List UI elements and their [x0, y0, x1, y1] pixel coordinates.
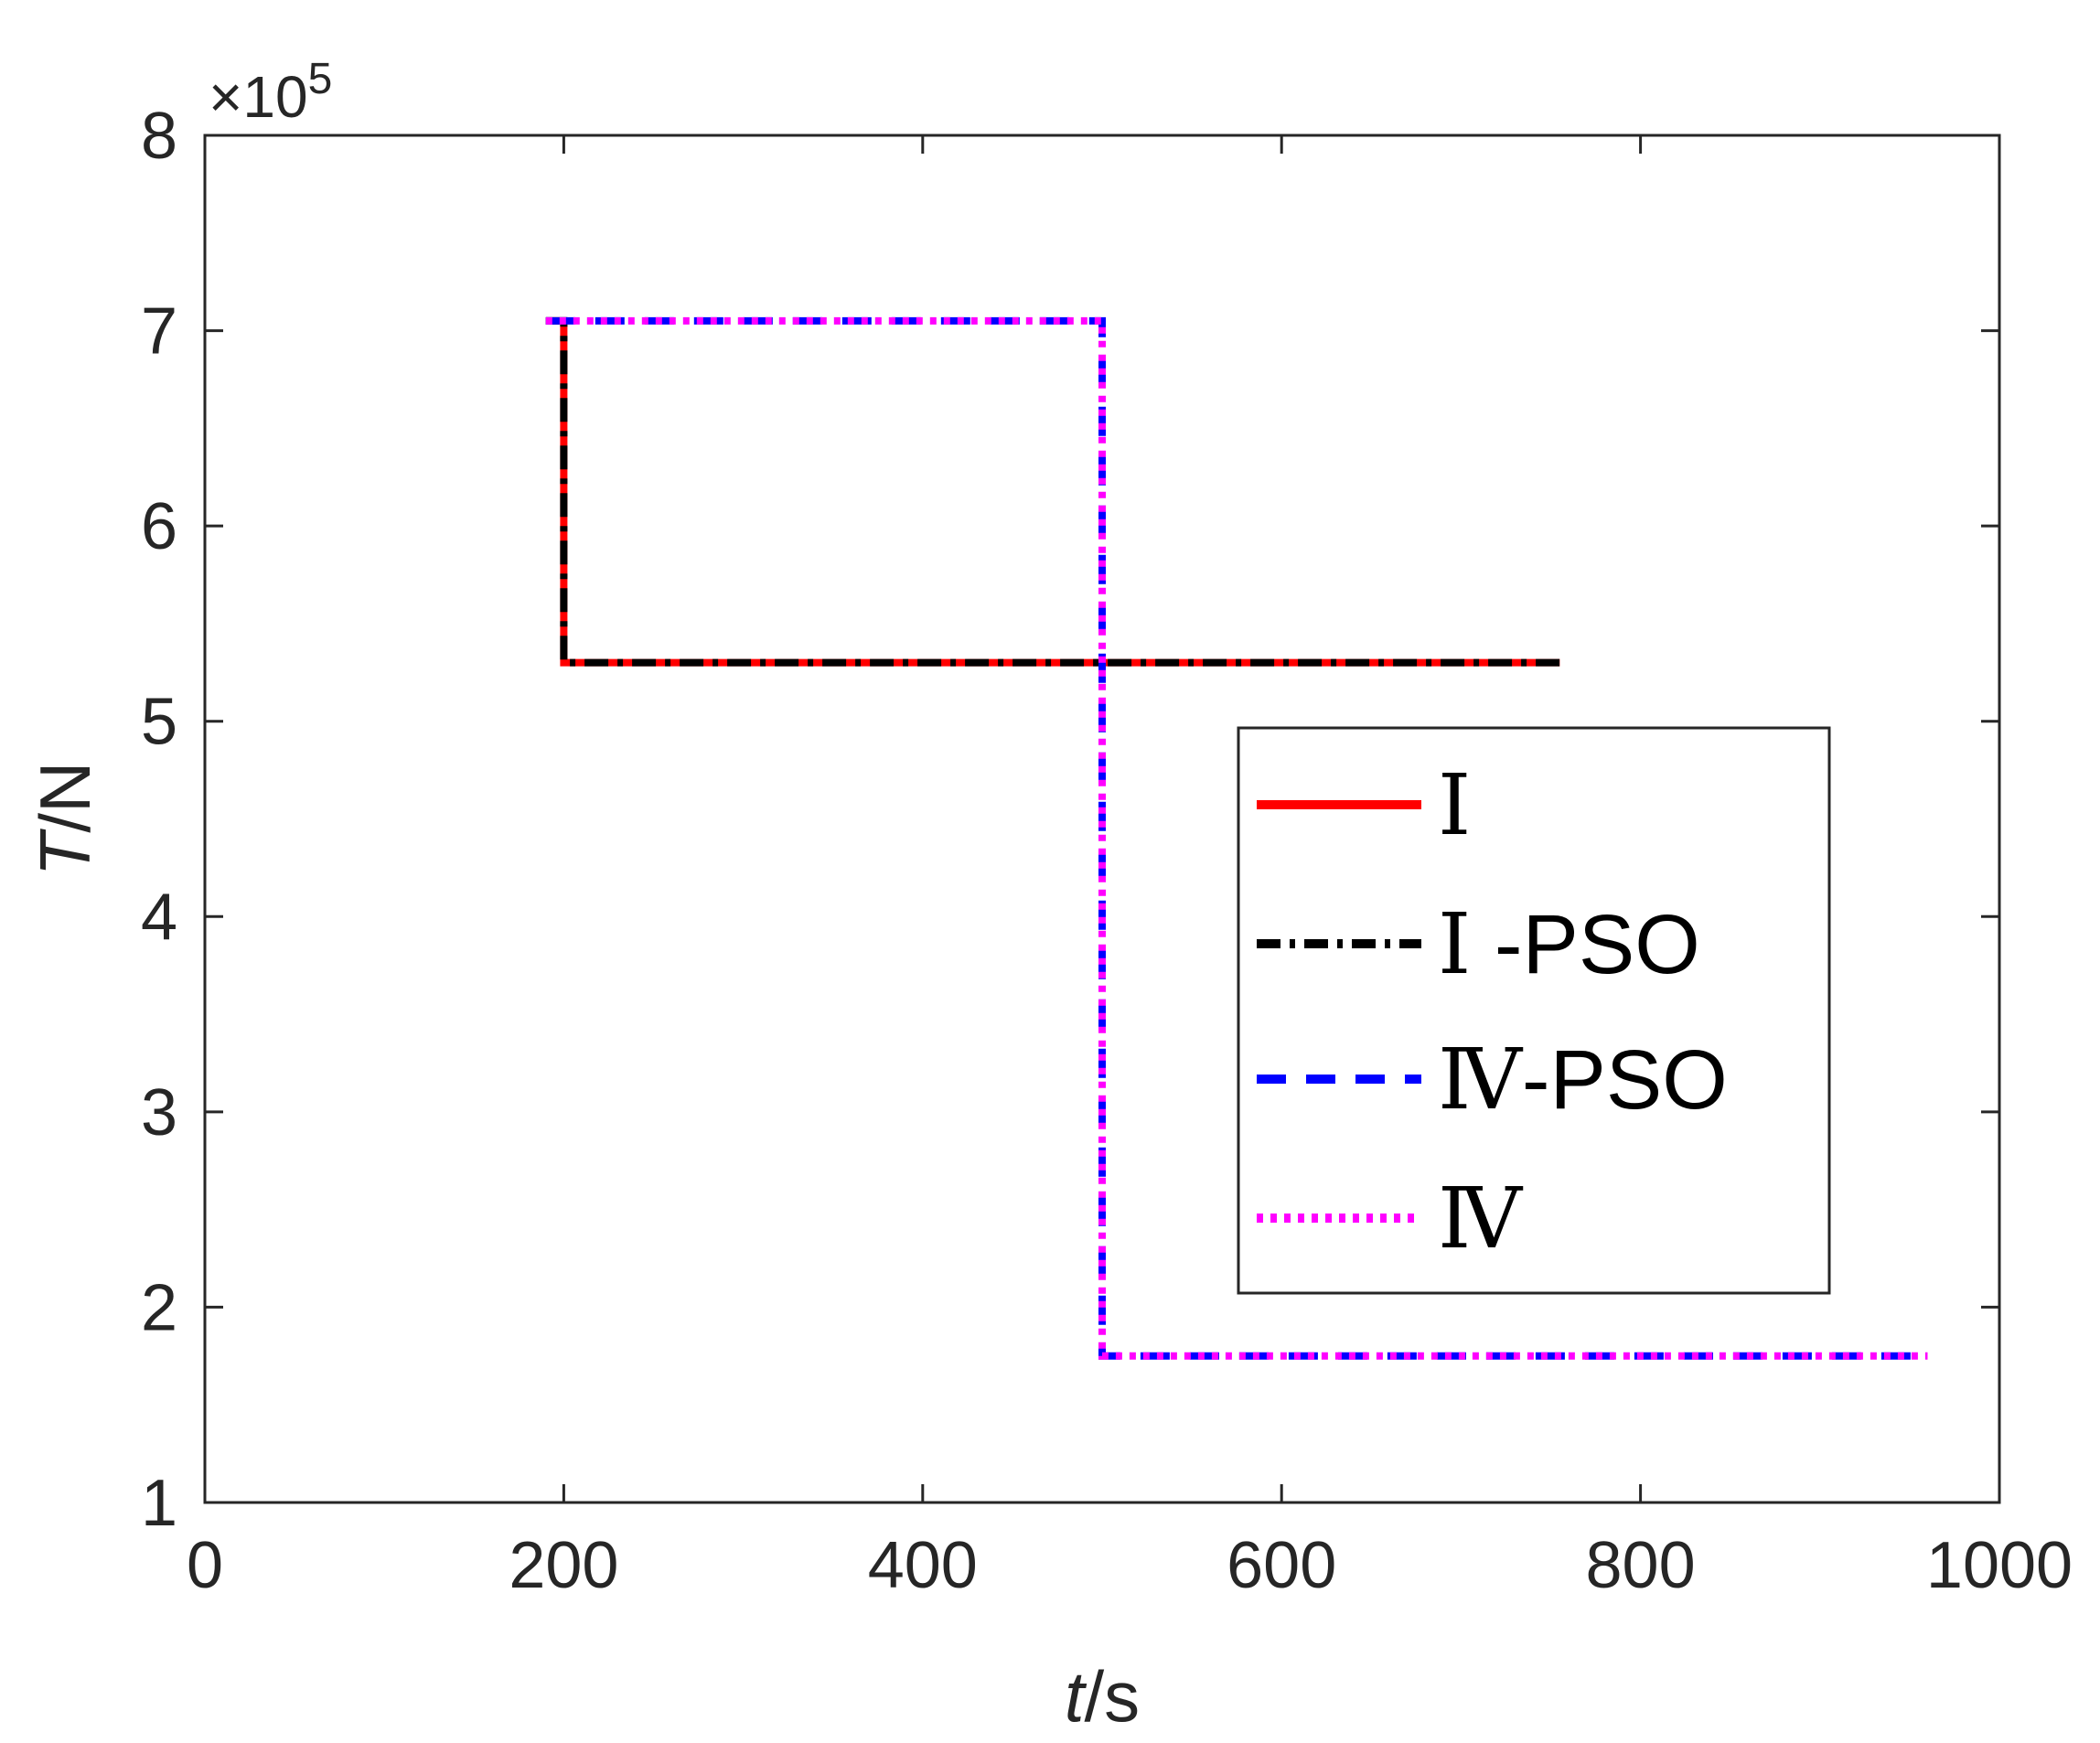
y-tick-label: 5: [141, 686, 177, 759]
y-tick-label: 2: [141, 1271, 177, 1344]
legend-label-2: Ⅰ -PSO: [1438, 898, 1700, 991]
series-layer: [545, 316, 1928, 1360]
series-line-2: [545, 316, 1560, 667]
x-tick-label: 400: [868, 1529, 978, 1602]
legend-items: Ⅰ Ⅰ -PSO Ⅳ-PSO Ⅳ: [1257, 759, 1728, 1266]
y-tick-label: 4: [141, 881, 177, 954]
x-axis-title: t/s: [1065, 1656, 1140, 1737]
y-tick-label: 1: [141, 1467, 177, 1540]
y-tick-label: 7: [141, 295, 177, 369]
legend-box: [1237, 726, 1831, 1295]
legend-label-4: Ⅳ: [1438, 1172, 1524, 1266]
series-line-4: [545, 316, 1928, 1360]
y-scale-exponent-label: ×105: [209, 55, 332, 130]
x-tick-label: 1000: [1926, 1529, 2073, 1602]
ticks-layer: 0 200 400 600 800 1000 1 2 3 4 5 6 7 8: [141, 100, 2073, 1602]
legend-label-1: Ⅰ: [1438, 759, 1471, 852]
legend: Ⅰ Ⅰ -PSO Ⅳ-PSO Ⅳ: [1237, 726, 1831, 1295]
y-axis-title: T/N: [25, 762, 105, 877]
y-tick-label: 6: [141, 490, 177, 563]
x-tick-label: 0: [187, 1529, 223, 1602]
y-tick-label: 8: [141, 100, 177, 173]
y-tick-label: 3: [141, 1076, 177, 1150]
x-tick-label: 200: [509, 1529, 618, 1602]
x-tick-label: 800: [1586, 1529, 1696, 1602]
legend-label-3: Ⅳ-PSO: [1438, 1033, 1728, 1127]
series-line-1: [545, 316, 1560, 667]
plot-area-frame: [203, 134, 2001, 1504]
x-tick-label: 600: [1227, 1529, 1336, 1602]
